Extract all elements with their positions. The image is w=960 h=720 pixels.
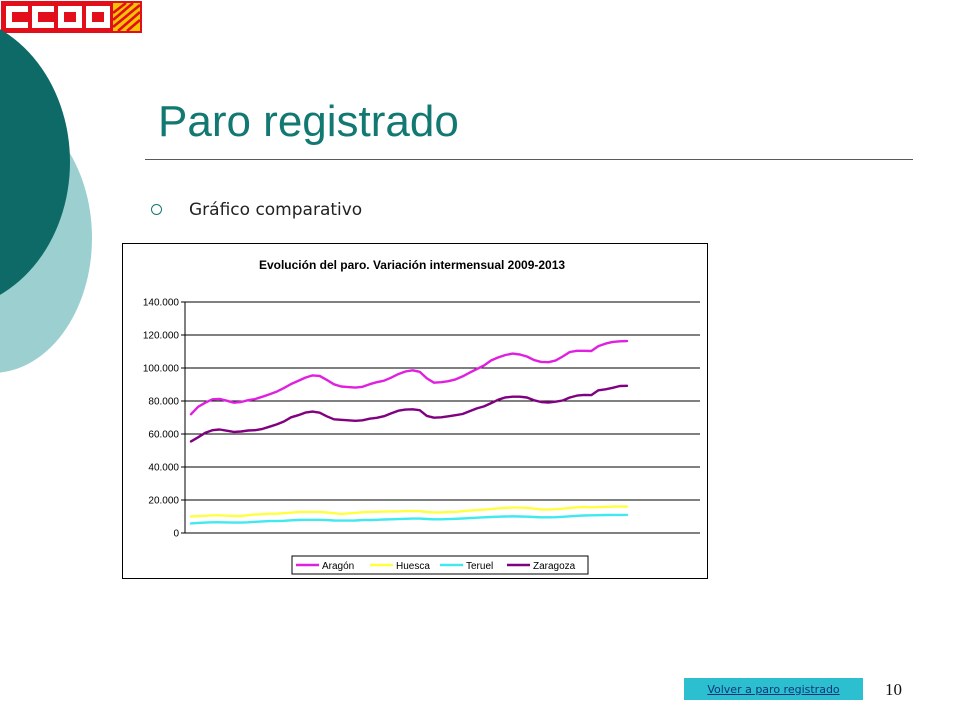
series-line [189,505,629,518]
aragon-flag-stripes [112,1,141,32]
series-line [189,384,629,443]
legend-label: Huesca [396,561,430,572]
page-number: 10 [885,680,902,699]
bullet-circle-icon [151,204,162,215]
legend-label: Teruel [466,561,493,572]
legend-label: Zaragoza [533,561,576,572]
chart-gridlines [185,301,700,534]
back-button[interactable]: Volver a paro registrado [684,678,863,700]
series-line [189,513,629,525]
back-to-paro-link[interactable]: Volver a paro registrado [707,682,840,696]
y-tick-label: 120.000 [143,331,180,342]
chart-series [189,339,629,525]
ccoo-logo[interactable] [0,0,143,34]
y-tick-label: 20.000 [148,496,179,507]
legend-entries: Aragón Huesca Teruel Zaragoza [296,561,576,572]
y-tick-label: 80.000 [148,397,179,408]
legend-label: Aragón [322,561,354,572]
series-line [189,339,629,416]
chart-title: Evolución del paro. Variación intermensu… [259,258,565,272]
y-tick-label: 0 [173,529,179,540]
title-divider [145,159,913,160]
y-tick-label: 140.000 [143,298,180,309]
bullet-text: Gráfico comparativo [189,200,363,220]
decorative-circles [0,29,92,373]
chart-border [122,243,708,579]
y-tick-label: 40.000 [148,463,179,474]
y-axis-tick-labels: 0 20.000 40.000 60.000 80.000 100.000 120.000 1… [143,298,185,540]
slide-title: Paro registrado [158,97,459,146]
y-tick-label: 100.000 [143,364,180,375]
dark-teal-circle [0,29,70,295]
line-chart: Evolución del paro. Variación intermensu… [122,243,708,579]
logo-letters [6,6,110,28]
y-tick-label: 60.000 [148,430,179,441]
